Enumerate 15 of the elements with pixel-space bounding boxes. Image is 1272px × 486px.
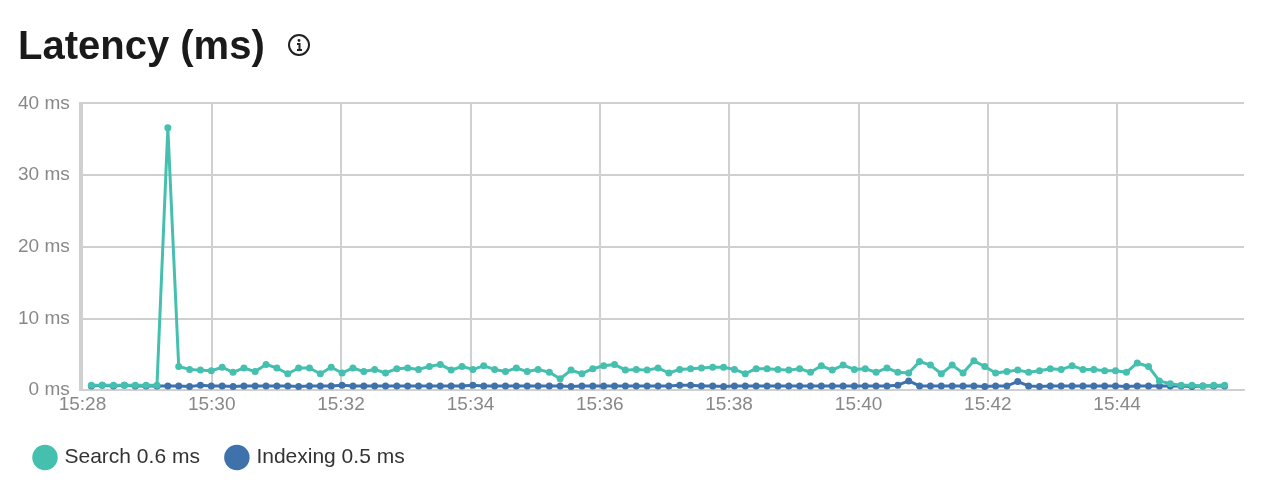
y-tick-label: 10 ms <box>17 306 70 328</box>
y-tick-label: 40 ms <box>17 91 70 113</box>
y-tick-label: 30 ms <box>17 163 70 185</box>
x-tick-label: 15:32 <box>317 392 365 414</box>
chart-title: Latency (ms) <box>18 22 265 68</box>
y-tick-label: 20 ms <box>17 235 70 257</box>
x-tick-label: 15:42 <box>964 392 1012 414</box>
legend-label: Search 0.6 ms <box>64 444 200 468</box>
x-tick-label: 15:44 <box>1093 392 1142 414</box>
x-tick-label: 15:36 <box>576 392 624 414</box>
x-tick-label: 15:38 <box>705 392 753 414</box>
x-tick-label: 15:34 <box>446 392 495 414</box>
legend-label: Indexing 0.5 ms <box>256 444 405 468</box>
x-tick-label: 15:40 <box>834 392 883 414</box>
x-tick-label: 15:30 <box>187 392 236 414</box>
